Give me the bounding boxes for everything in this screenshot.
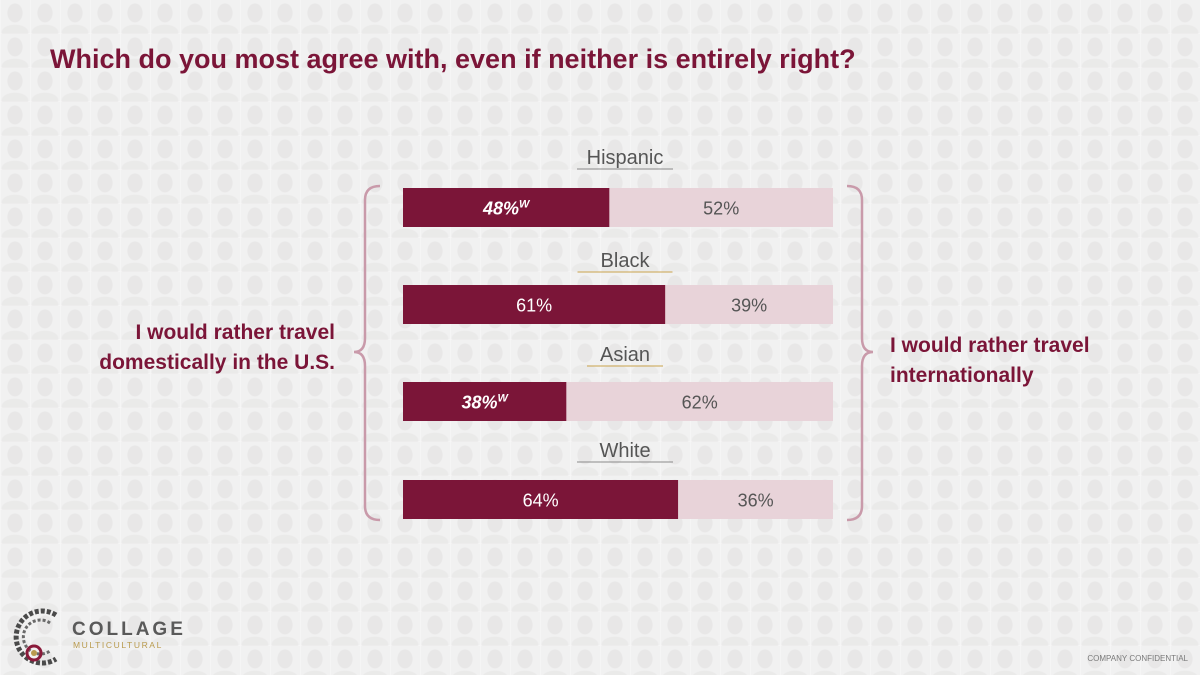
data-label-domestic: 64%: [523, 491, 559, 511]
logo-wordmark: COLLAGE: [72, 619, 186, 640]
data-label-international: 36%: [738, 491, 774, 511]
logo-subtitle: MULTICULTURAL: [73, 640, 163, 650]
left-option-label: I would rather travel domestically in th…: [99, 321, 335, 374]
category-label: Hispanic: [587, 147, 664, 169]
bar-international: [678, 480, 833, 519]
right-option-label: I would rather travel internationally: [890, 334, 1090, 387]
collage-logo-icon: [13, 608, 58, 666]
data-label-domestic: 48%W: [482, 199, 531, 219]
data-label-domestic: 61%: [516, 296, 552, 316]
significance-superscript: W: [519, 199, 531, 211]
bar-domestic: [403, 480, 679, 519]
bar-international: [665, 285, 833, 324]
category-label: Black: [601, 250, 651, 272]
data-label-international: 52%: [703, 199, 739, 219]
significance-superscript: W: [498, 393, 510, 405]
bar-domestic: [403, 285, 666, 324]
bar-international: [609, 188, 833, 227]
page-title: Which do you most agree with, even if ne…: [50, 44, 856, 74]
data-label-international: 62%: [682, 393, 718, 413]
category-label: White: [599, 440, 650, 462]
left-brace: [353, 184, 381, 522]
category-label: Asian: [600, 344, 650, 366]
right-brace: [846, 184, 874, 522]
confidential-notice: COMPANY CONFIDENTIAL: [1087, 654, 1188, 663]
bar-domestic: [403, 382, 567, 421]
bar-domestic: [403, 188, 610, 227]
data-label-domestic: 38%W: [461, 393, 509, 413]
data-label-international: 39%: [731, 296, 767, 316]
bar-international: [566, 382, 833, 421]
